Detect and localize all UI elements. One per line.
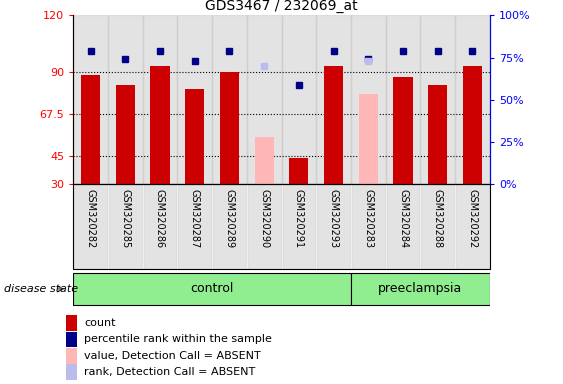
Bar xyxy=(324,66,343,184)
Text: GSM320287: GSM320287 xyxy=(190,189,200,248)
Text: percentile rank within the sample: percentile rank within the sample xyxy=(84,334,272,344)
Bar xyxy=(66,364,77,380)
Text: GSM320291: GSM320291 xyxy=(294,189,304,248)
Bar xyxy=(150,66,169,184)
Bar xyxy=(108,15,142,184)
Bar xyxy=(359,94,378,184)
Bar xyxy=(421,15,455,184)
Bar xyxy=(254,137,274,184)
Bar xyxy=(177,15,212,184)
Bar xyxy=(463,66,482,184)
Bar xyxy=(289,158,309,184)
Bar xyxy=(177,184,212,269)
Bar xyxy=(247,184,282,269)
Bar xyxy=(428,85,447,184)
Text: GSM320286: GSM320286 xyxy=(155,189,165,248)
Bar xyxy=(351,15,386,184)
Text: value, Detection Call = ABSENT: value, Detection Call = ABSENT xyxy=(84,351,261,361)
Bar xyxy=(316,15,351,184)
Bar xyxy=(220,72,239,184)
Title: GDS3467 / 232069_at: GDS3467 / 232069_at xyxy=(205,0,358,13)
Text: GSM320283: GSM320283 xyxy=(363,189,373,248)
Bar xyxy=(351,273,490,305)
Text: GSM320284: GSM320284 xyxy=(398,189,408,248)
Text: GSM320292: GSM320292 xyxy=(467,189,477,248)
Text: disease state: disease state xyxy=(4,284,78,294)
Bar xyxy=(116,85,135,184)
Text: GSM320285: GSM320285 xyxy=(120,189,130,248)
Text: count: count xyxy=(84,318,115,328)
Bar xyxy=(66,348,77,364)
Bar xyxy=(351,184,386,269)
Text: GSM320293: GSM320293 xyxy=(329,189,338,248)
Text: GSM320282: GSM320282 xyxy=(86,189,96,248)
Text: control: control xyxy=(190,283,234,295)
Bar xyxy=(73,273,351,305)
Bar xyxy=(73,15,108,184)
Bar xyxy=(421,184,455,269)
Bar xyxy=(66,315,77,331)
Bar xyxy=(455,184,490,269)
Bar xyxy=(316,184,351,269)
Text: preeclampsia: preeclampsia xyxy=(378,283,462,295)
Bar xyxy=(247,15,282,184)
Bar xyxy=(394,77,413,184)
Bar xyxy=(142,15,177,184)
Text: GSM320290: GSM320290 xyxy=(259,189,269,248)
Bar xyxy=(282,184,316,269)
Bar xyxy=(212,184,247,269)
Bar xyxy=(73,184,108,269)
Bar xyxy=(282,15,316,184)
Bar xyxy=(81,75,100,184)
Bar xyxy=(386,184,421,269)
Text: GSM320288: GSM320288 xyxy=(433,189,443,248)
Bar xyxy=(108,184,142,269)
Bar xyxy=(455,15,490,184)
Bar xyxy=(386,15,421,184)
Bar xyxy=(66,331,77,347)
Bar xyxy=(185,89,204,184)
Text: GSM320289: GSM320289 xyxy=(225,189,234,248)
Bar xyxy=(142,184,177,269)
Text: rank, Detection Call = ABSENT: rank, Detection Call = ABSENT xyxy=(84,367,255,377)
Bar xyxy=(212,15,247,184)
